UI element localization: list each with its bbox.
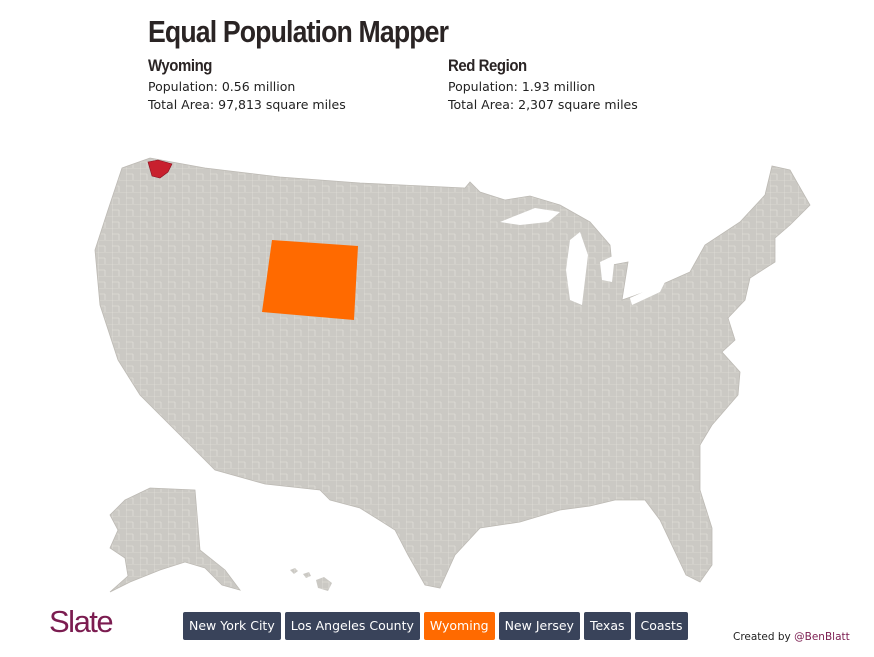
region-button[interactable]: New York City [183,612,281,640]
region-button[interactable]: Coasts [634,612,689,640]
red-region [147,159,173,179]
credit-text: Created by [733,631,791,643]
author-link[interactable]: @BenBlatt [794,631,850,643]
info-panel: Red Region Population: 1.93 million Tota… [448,57,638,114]
great-lakes [500,208,665,305]
alaska [109,487,242,593]
map [94,157,811,593]
area: Total Area: 2,307 square miles [448,97,638,112]
title: Equal Population Mapper [148,14,449,49]
credit: Created by @BenBlatt [733,631,850,643]
panel-title: Wyoming [148,56,212,75]
population: Population: 0.56 million [148,79,296,94]
info-panel: Wyoming Population: 0.56 million Total A… [148,57,346,114]
region-button[interactable]: Texas [583,612,631,640]
area: Total Area: 97,813 square miles [148,97,346,112]
panel-title: Red Region [448,56,527,75]
hawaii [290,568,332,591]
button-bar: New York City Los Angeles County Wyoming Ne… [183,612,689,640]
region-button[interactable]: New Jersey [498,612,580,640]
wyoming-region [262,240,358,320]
population: Population: 1.93 million [448,79,596,94]
region-button[interactable]: Los Angeles County [284,612,420,640]
contiguous-us [94,157,811,589]
region-button[interactable]: Wyoming [423,612,495,640]
logo[interactable]: Slate [49,604,114,639]
